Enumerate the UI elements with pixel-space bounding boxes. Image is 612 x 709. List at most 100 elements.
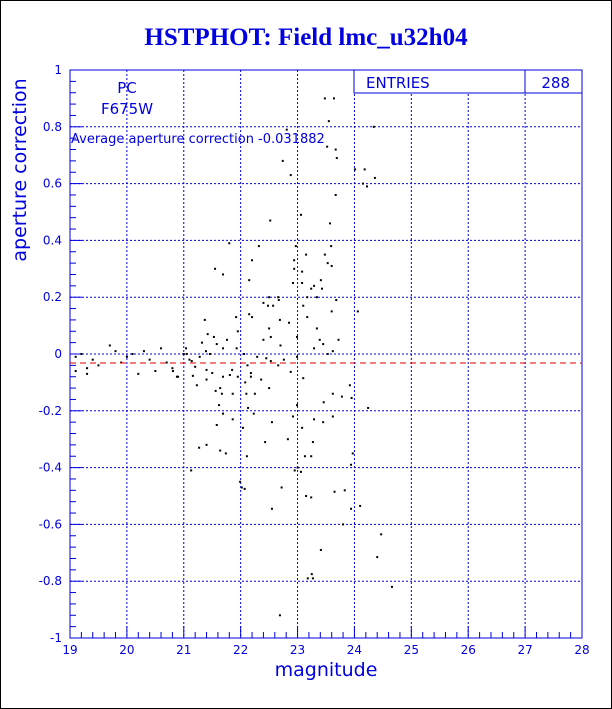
data-point [299,213,302,216]
data-point [253,392,256,395]
stats-entries-label: ENTRIES [366,74,430,92]
data-point [295,355,298,358]
data-point [125,355,128,358]
data-point [251,316,254,319]
data-point [326,262,329,265]
data-point [241,426,244,429]
data-point [356,310,359,313]
data-point [354,168,357,171]
x-tick-label: 19 [62,643,77,657]
data-point [268,327,271,330]
data-point [177,375,180,378]
data-point [91,358,94,361]
data-point [195,384,198,387]
data-point [190,469,193,472]
data-point [243,353,246,355]
data-point [268,296,271,299]
x-tick-label: 22 [233,643,248,657]
data-point [331,415,334,418]
data-point [295,404,298,407]
data-point [292,282,295,284]
data-point [301,426,304,429]
data-point [222,412,225,415]
data-point [185,353,188,355]
data-point [289,174,292,177]
data-point [248,313,251,316]
data-point [310,496,313,499]
data-point [182,353,185,355]
data-point [222,273,225,276]
data-point [205,378,208,381]
data-point [334,148,337,151]
data-point [231,392,234,395]
y-tick-label: 0.6 [43,177,62,191]
data-point [306,316,309,319]
filter-annotation: F675W [101,100,153,118]
data-point [326,145,329,148]
data-point [214,389,217,392]
data-point [289,370,292,373]
x-tick-label: 20 [119,643,134,657]
data-point [257,245,260,248]
data-point [240,486,243,489]
data-point [305,253,308,256]
data-point [333,490,336,493]
data-point [251,259,254,262]
data-point [191,374,194,377]
data-point [313,418,316,421]
data-point [322,401,325,404]
data-point [148,358,151,361]
data-point [256,355,259,358]
data-point [74,355,77,358]
chart-title: HSTPHOT: Field lmc_u32h04 [144,24,468,51]
data-point [270,507,273,510]
data-point [154,370,157,373]
data-point [243,487,246,490]
data-point [318,338,321,341]
data-point [222,347,225,350]
data-point [319,279,322,282]
data-point [204,350,207,353]
data-point [303,455,306,458]
y-tick-label: 0 [54,347,62,361]
data-point [249,372,252,375]
data-point [332,97,335,100]
data-point [330,245,333,248]
data-point [236,330,239,333]
data-point [294,245,297,248]
average-annotation: Average aperture correction -0.031882 [71,132,325,147]
data-point [235,347,238,350]
data-point [292,415,295,418]
data-point [278,318,281,321]
data-point [306,296,309,299]
data-point [262,338,265,341]
data-point [350,463,353,466]
data-point [350,507,353,510]
data-point [351,452,354,455]
data-point [114,350,117,353]
x-tick-label: 24 [347,643,362,657]
data-point [171,370,174,373]
data-point [376,556,379,559]
data-point [252,412,255,415]
data-point [350,397,353,400]
data-point [323,253,326,256]
y-tick-label: -0.4 [39,461,62,475]
data-point [293,469,296,472]
data-point [86,367,89,370]
data-point [142,350,145,353]
data-point [272,304,275,307]
data-point [245,392,248,395]
data-point [331,392,334,395]
data-point [373,176,376,179]
data-point [319,548,322,551]
data-point [330,310,333,313]
x-tick-label: 26 [461,643,476,657]
data-point [343,489,346,492]
data-point [310,573,313,576]
data-point [313,284,316,287]
data-point [367,406,370,409]
y-tick-label: 0.2 [43,290,62,304]
data-point [335,157,338,160]
data-point [337,338,340,341]
